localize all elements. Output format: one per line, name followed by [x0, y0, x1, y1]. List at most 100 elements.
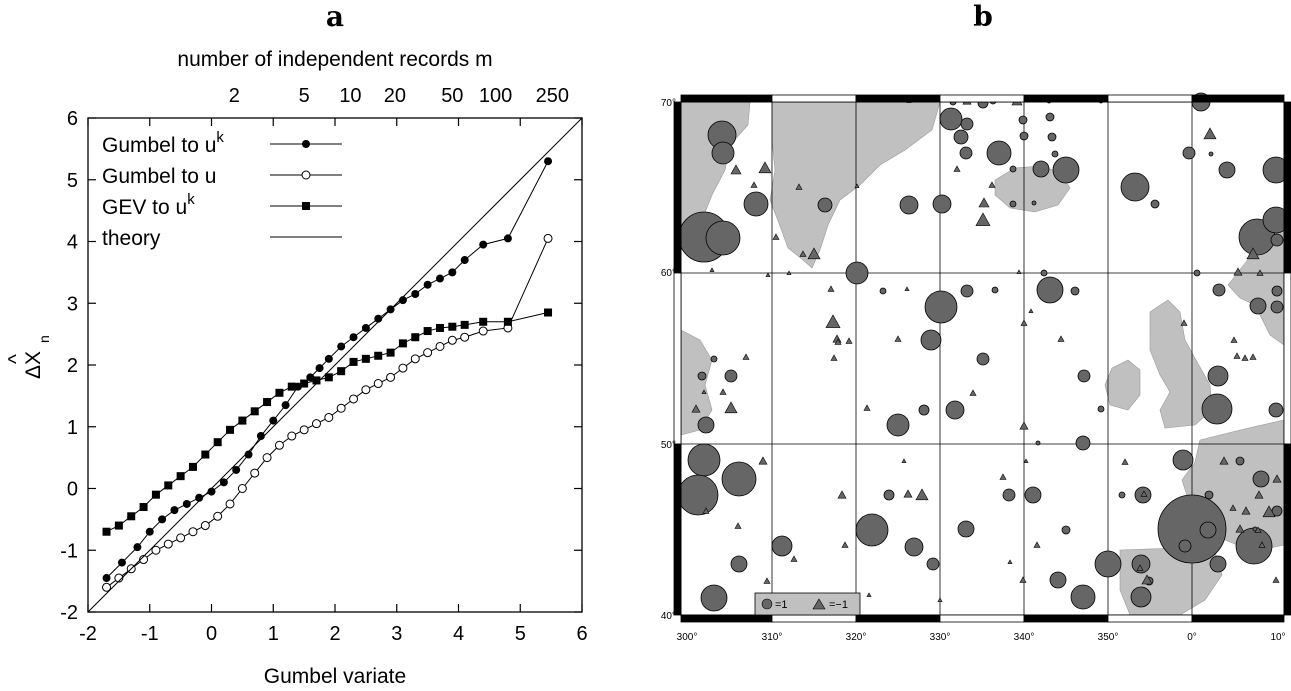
triangle-marker [1230, 336, 1238, 343]
data-point [139, 555, 149, 565]
circle-marker [1157, 494, 1227, 564]
data-point [274, 440, 284, 450]
border-segment [771, 94, 857, 103]
triangle-marker [841, 541, 849, 548]
data-point [410, 354, 420, 364]
lon-label: 310° [762, 632, 783, 643]
circle-marker [1270, 233, 1284, 247]
border-segment [680, 94, 773, 103]
data-point [423, 280, 432, 289]
data-point [188, 527, 198, 537]
triangle-marker [807, 247, 821, 260]
lat-label: 70° [661, 98, 676, 109]
data-point [361, 354, 370, 363]
triangle-marker [1007, 559, 1013, 564]
circle-marker [697, 416, 715, 434]
data-point [158, 515, 167, 524]
triangle-marker [1258, 541, 1266, 548]
map-legend-box [754, 592, 861, 616]
circle-marker [1045, 112, 1055, 122]
data-point [207, 487, 216, 496]
map-border [673, 94, 1291, 623]
circle-marker [1040, 269, 1048, 277]
series-layer [88, 118, 582, 612]
data-point [232, 465, 241, 474]
circle-marker [1024, 486, 1042, 504]
circle-marker [1120, 172, 1150, 202]
triangle-marker [1033, 541, 1041, 548]
circle-marker [677, 474, 719, 516]
triangle-marker [734, 522, 742, 529]
circle-marker [1075, 435, 1091, 451]
triangle-marker [915, 488, 929, 501]
border-segment [673, 101, 682, 274]
top-axis-ticks: 2 5 10 20 50 100 250 [229, 85, 569, 107]
circle-marker [986, 140, 1012, 166]
data-point [145, 527, 154, 536]
x-tick-label: 3 [391, 623, 402, 645]
series [102, 233, 553, 592]
x-tick-label: 1 [268, 623, 279, 645]
data-point [306, 373, 315, 382]
data-point [398, 296, 407, 305]
triangle-marker [799, 250, 807, 257]
legend-triangle-icon [812, 598, 826, 610]
x-tick-label: -2 [79, 623, 97, 645]
plot-area [88, 118, 582, 612]
x-tick-label: 0 [206, 623, 217, 645]
circle-marker [1209, 555, 1227, 573]
triangle-marker [975, 212, 991, 226]
data-point [151, 545, 161, 555]
circle-marker [1172, 449, 1194, 471]
data-point [263, 398, 272, 407]
circle-marker [1070, 286, 1080, 296]
data-point [324, 412, 334, 422]
data-point [503, 234, 512, 243]
circle-marker [1218, 161, 1236, 179]
lat-label: 50° [661, 440, 676, 451]
border-segment [1023, 614, 1109, 623]
data-point [151, 490, 160, 499]
circle-marker [724, 369, 738, 383]
panel-a-letter: a [326, 0, 344, 33]
triangle-marker [758, 161, 772, 174]
circle-marker [1252, 470, 1270, 488]
triangle-marker [904, 286, 910, 291]
data-point [287, 431, 297, 441]
ireland [1104, 359, 1141, 411]
circle-marker [957, 520, 975, 538]
circle-marker [1131, 554, 1151, 574]
circle-marker [1009, 165, 1017, 173]
data-point [349, 333, 358, 342]
circle-marker [1182, 146, 1196, 160]
series-line [88, 118, 582, 612]
triangle-marker [1262, 505, 1276, 518]
y-tick-label: 4 [67, 232, 78, 254]
lon-label: 330° [930, 632, 951, 643]
circle-marker [926, 557, 940, 571]
top-tick-label: 5 [299, 85, 310, 107]
circle-marker [1018, 115, 1028, 125]
data-point [114, 521, 123, 530]
circle-marker [710, 355, 718, 363]
y-axis-label: ΔX ^ n [5, 335, 52, 379]
legend-entry: GEV to uk [102, 191, 342, 219]
circle-marker [945, 400, 965, 420]
circle-marker [1049, 571, 1067, 589]
data-point [281, 401, 290, 410]
triangle-marker [825, 314, 841, 328]
data-point [226, 425, 235, 434]
lon-labels: 300° 310° 320° 330° 340° 350° 0° 10° [677, 632, 1286, 643]
triangle-marker [795, 183, 803, 190]
circle-marker [1031, 200, 1037, 206]
lat-label: 40° [661, 611, 676, 622]
circle-marker [1212, 283, 1226, 297]
y-tick-label: -1 [60, 540, 78, 562]
border-segment [771, 614, 857, 623]
border-segment [939, 614, 1025, 623]
y-tick-label: 1 [67, 417, 78, 439]
data-point [200, 521, 210, 531]
triangle-marker [969, 389, 977, 396]
data-point [256, 432, 265, 441]
triangle-marker [1019, 421, 1029, 430]
